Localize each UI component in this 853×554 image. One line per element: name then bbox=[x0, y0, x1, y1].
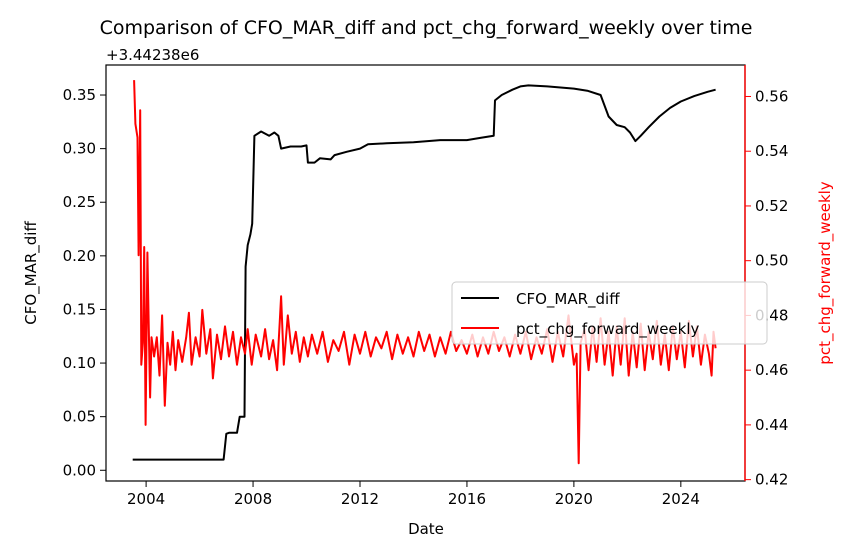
right-tick-label: 0.46 bbox=[755, 361, 788, 379]
x-tick-label: 2016 bbox=[448, 490, 486, 508]
series-layer bbox=[132, 80, 717, 465]
right-axis-ticks: 0.420.440.460.480.500.520.540.56 bbox=[745, 87, 788, 489]
legend-label-pct: pct_chg_forward_weekly bbox=[516, 320, 700, 339]
left-axis-ticks: 0.00 0.05 0.10 0.15 0.20 0.25 0.30 0.35 bbox=[63, 86, 106, 479]
left-tick-label: 0.25 bbox=[63, 193, 96, 211]
left-tick-label: 0.15 bbox=[63, 300, 96, 318]
left-tick-label: 0.20 bbox=[63, 247, 96, 265]
right-tick-label: 0.44 bbox=[755, 416, 788, 434]
left-tick-label: 0.35 bbox=[63, 86, 96, 104]
left-tick-label: 0.00 bbox=[63, 461, 96, 479]
x-tick-label: 2008 bbox=[234, 490, 272, 508]
right-tick-label: 0.54 bbox=[755, 142, 788, 160]
series-line-cfo-mar-diff bbox=[132, 84, 716, 461]
x-tick-label: 2024 bbox=[662, 490, 700, 508]
right-tick-label: 0.56 bbox=[755, 87, 788, 105]
left-tick-label: 0.05 bbox=[63, 408, 96, 426]
legend: CFO_MAR_diff pct_chg_forward_weekly bbox=[451, 281, 768, 345]
x-tick-label: 2020 bbox=[555, 490, 593, 508]
legend-label-cfo: CFO_MAR_diff bbox=[516, 290, 620, 309]
left-tick-label: 0.30 bbox=[63, 140, 96, 158]
legend-box bbox=[451, 281, 768, 345]
x-axis-label: Date bbox=[408, 520, 444, 538]
x-axis-ticks: 2004 2008 2012 2016 2020 2024 bbox=[127, 481, 700, 508]
left-tick-label: 0.10 bbox=[63, 354, 96, 372]
chart-title: Comparison of CFO_MAR_diff and pct_chg_f… bbox=[100, 17, 753, 39]
x-tick-label: 2004 bbox=[127, 490, 165, 508]
x-tick-label: 2012 bbox=[341, 490, 379, 508]
right-tick-label: 0.52 bbox=[755, 197, 788, 215]
right-tick-label: 0.42 bbox=[755, 471, 788, 489]
left-axis-offset-label: +3.44238e6 bbox=[106, 46, 199, 64]
left-axis-label: CFO_MAR_diff bbox=[22, 221, 41, 325]
right-axis-label: pct_chg_forward_weekly bbox=[816, 181, 835, 365]
right-tick-label: 0.50 bbox=[755, 252, 788, 270]
series-line-pct-chg-forward-weekly bbox=[133, 80, 717, 465]
